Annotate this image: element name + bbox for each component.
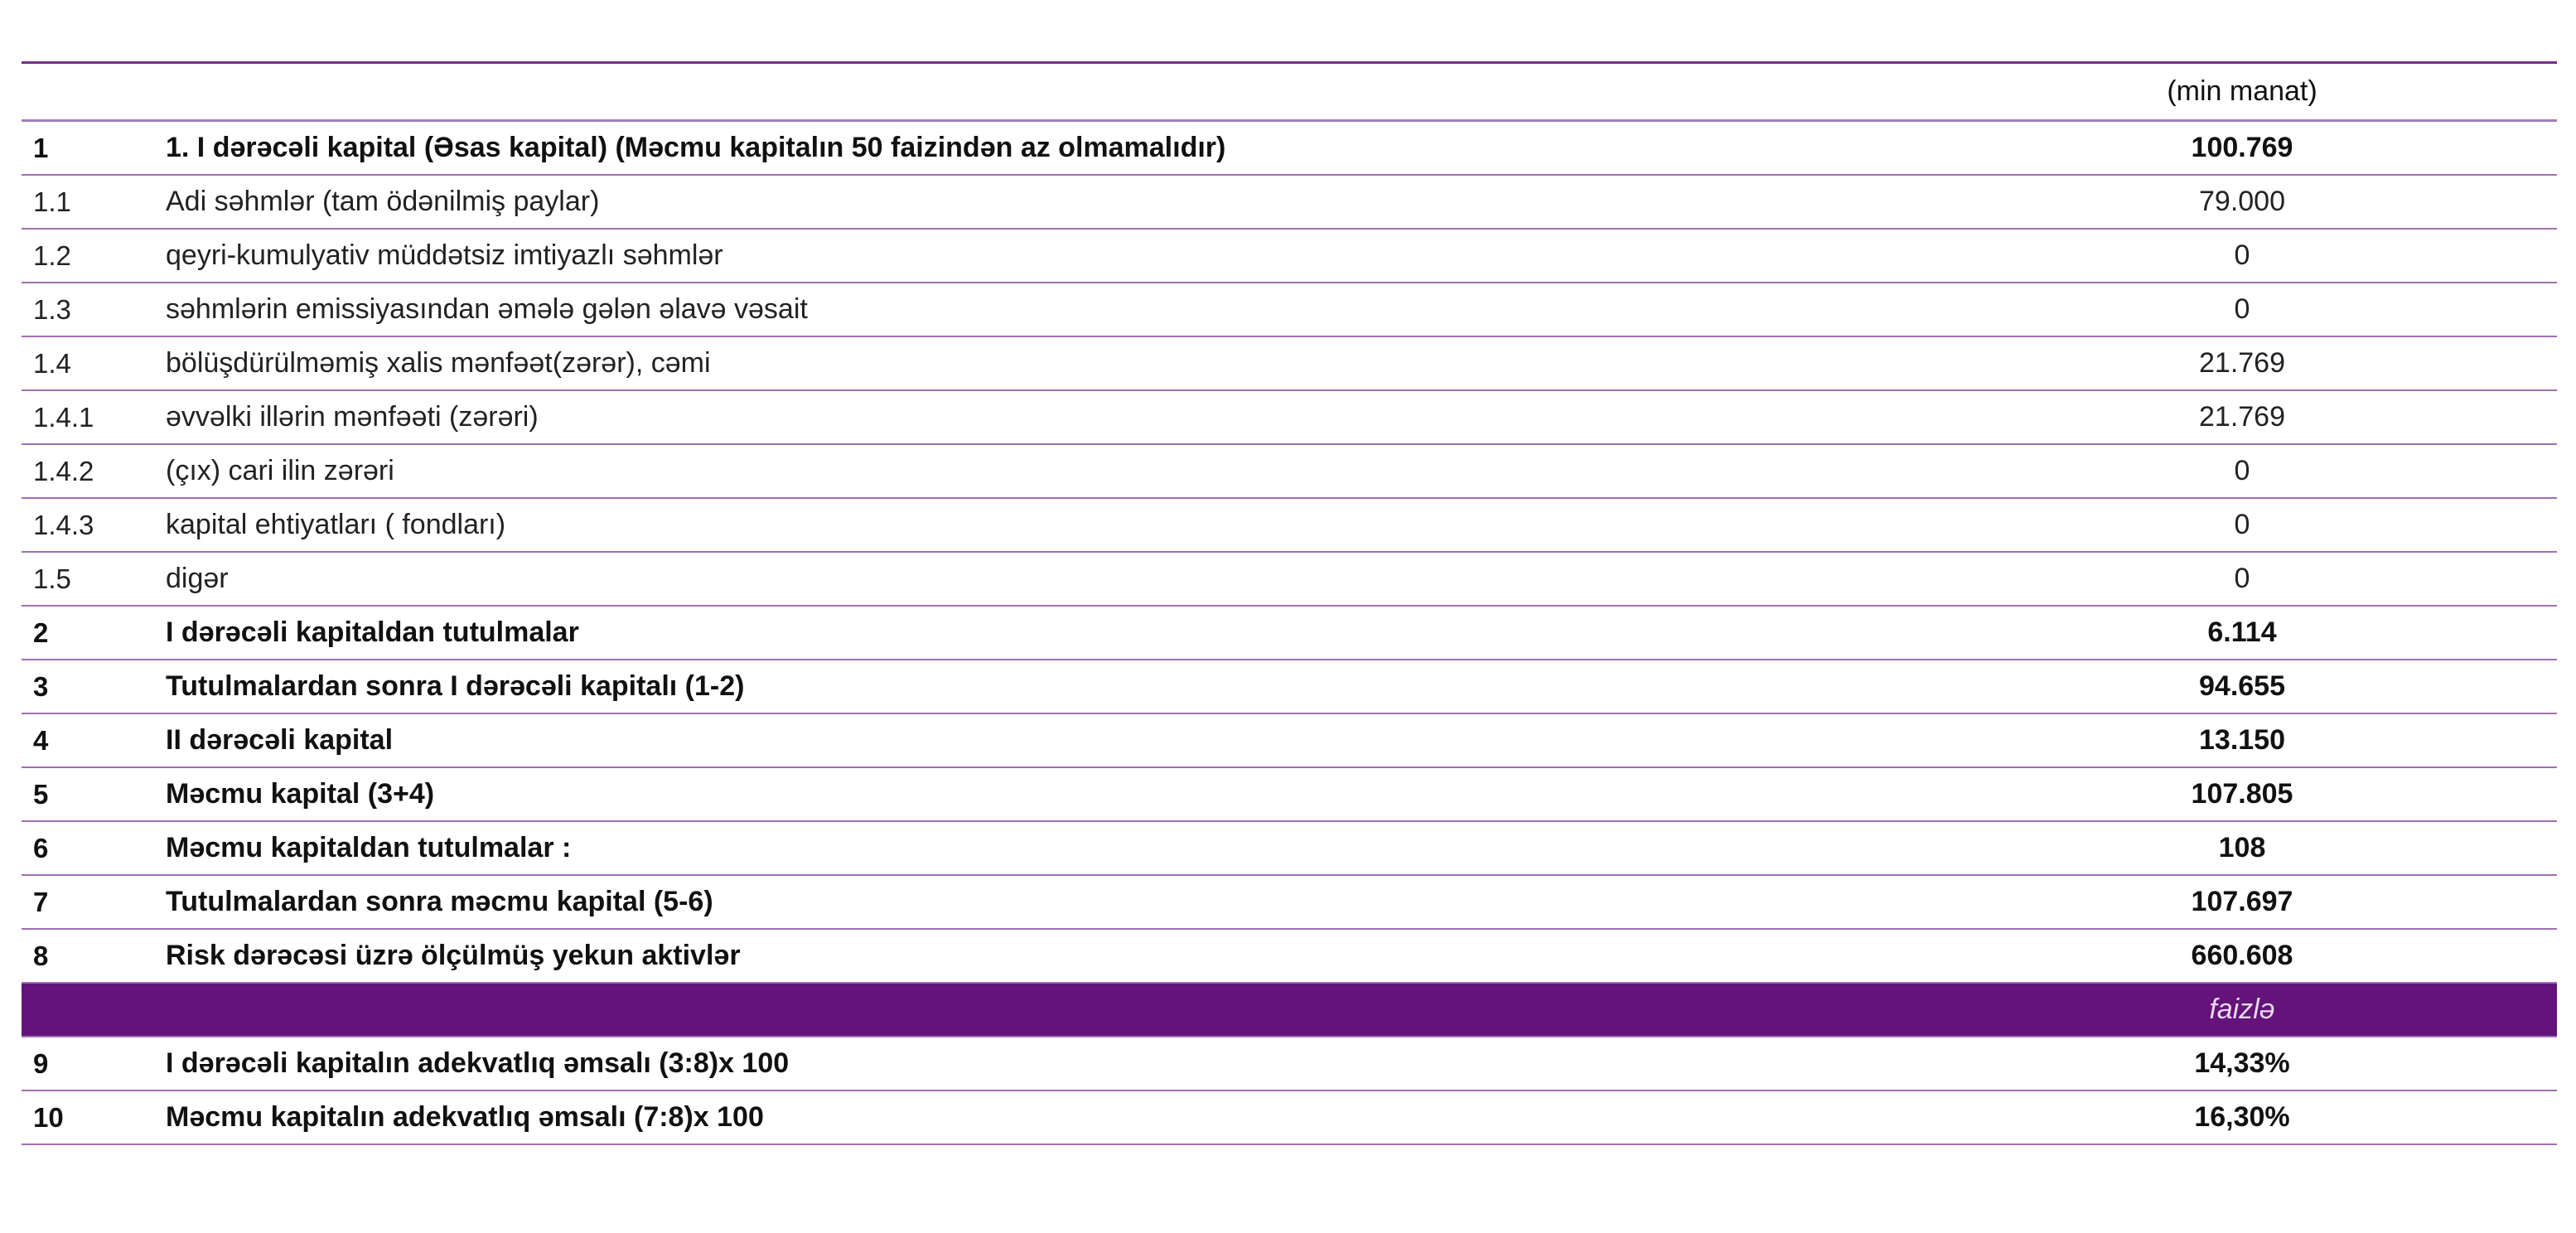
- row-value: 14,33%: [2194, 1047, 2290, 1079]
- row-value: 0: [2234, 239, 2250, 271]
- row-label: Tutulmalardan sonra məcmu kapital (5-6): [166, 886, 713, 917]
- row-number: 1.4.1: [33, 401, 94, 433]
- table-row: 1.3 səhmlərin emissiyasından əmələ gələn …: [22, 283, 2557, 337]
- row-label: qeyri-kumulyativ müddətsiz imtiyazlı səh…: [166, 239, 723, 271]
- table-row: 3 Tutulmalardan sonra I dərəcəli kapitalı…: [22, 660, 2557, 714]
- percent-section-header: faizlə: [22, 984, 2557, 1037]
- table-row: 6 Məcmu kapitaldan tutulmalar : 108: [22, 822, 2557, 876]
- table-row: 8 Risk dərəcəsi üzrə ölçülmüş yekun aktiv…: [22, 930, 2557, 984]
- row-number: 1.4.3: [33, 509, 94, 540]
- row-number: 1.3: [33, 293, 71, 325]
- row-value: 13.150: [2199, 724, 2285, 756]
- row-label: Məcmu kapitalın adekvatlıq əmsalı (7:8)x…: [166, 1101, 764, 1133]
- row-value: 0: [2234, 293, 2250, 325]
- table-row: 1.4.1 əvvəlki illərin mənfəəti (zərəri) 21…: [22, 391, 2557, 445]
- row-number: 8: [33, 940, 49, 971]
- table-row: 7 Tutulmalardan sonra məcmu kapital (5-6)…: [22, 876, 2557, 930]
- row-value: 107.805: [2191, 778, 2293, 810]
- row-value: 16,30%: [2194, 1101, 2290, 1133]
- table-header-row: (min manat): [22, 64, 2557, 122]
- row-value: 21.769: [2199, 347, 2285, 379]
- row-number: 10: [33, 1101, 64, 1133]
- table-row: 9 I dərəcəli kapitalın adekvatlıq əmsalı …: [22, 1037, 2557, 1091]
- row-number: 1.4: [33, 347, 71, 379]
- table-row: 1 1. I dərəcəli kapital (Əsas kapital) (M…: [22, 122, 2557, 176]
- row-value: 660.608: [2191, 940, 2293, 971]
- table-row: 5 Məcmu kapital (3+4) 107.805: [22, 768, 2557, 822]
- row-number: 3: [33, 670, 49, 702]
- row-number: 9: [33, 1047, 49, 1079]
- row-number: 7: [33, 886, 49, 917]
- capital-adequacy-table: (min manat) 1 1. I dərəcəli kapital (Əsas…: [22, 61, 2557, 1145]
- table-row: 1.1 Adi səhmlər (tam ödənilmiş paylar) 79.…: [22, 176, 2557, 230]
- table-row: 1.5 digər 0: [22, 553, 2557, 607]
- row-value: 100.769: [2191, 132, 2293, 163]
- row-label: Adi səhmlər (tam ödənilmiş paylar): [166, 186, 600, 217]
- row-value: 0: [2234, 509, 2250, 540]
- row-value: 21.769: [2199, 401, 2285, 433]
- row-number: 1.4.2: [33, 455, 94, 486]
- row-label: (çıx) cari ilin zərəri: [166, 455, 394, 486]
- row-label: Məcmu kapital (3+4): [166, 778, 435, 810]
- row-number: 1: [33, 132, 49, 163]
- row-number: 5: [33, 778, 49, 810]
- table-row: 1.4 bölüşdürülməmiş xalis mənfəət(zərər),…: [22, 337, 2557, 391]
- percent-label: faizlə: [2209, 994, 2275, 1025]
- row-label: II dərəcəli kapital: [166, 724, 394, 756]
- table-row: 1.2 qeyri-kumulyativ müddətsiz imtiyazlı …: [22, 230, 2557, 283]
- row-label: 1. I dərəcəli kapital (Əsas kapital) (Mə…: [166, 132, 1226, 163]
- row-label: I dərəcəli kapitaldan tutulmalar: [166, 616, 579, 648]
- row-label: Məcmu kapitaldan tutulmalar :: [166, 832, 572, 863]
- row-label: Tutulmalardan sonra I dərəcəli kapitalı …: [166, 670, 745, 702]
- row-number: 1.5: [33, 563, 71, 594]
- row-value: 0: [2234, 455, 2250, 486]
- unit-label: (min manat): [2167, 75, 2317, 107]
- table-row: 1.4.2 (çıx) cari ilin zərəri 0: [22, 445, 2557, 499]
- row-value: 79.000: [2199, 186, 2285, 217]
- table-row: 10 Məcmu kapitalın adekvatlıq əmsalı (7:8…: [22, 1091, 2557, 1145]
- row-number: 1.2: [33, 239, 71, 271]
- row-label: I dərəcəli kapitalın adekvatlıq əmsalı (…: [166, 1047, 790, 1079]
- row-number: 1.1: [33, 186, 71, 217]
- row-label: kapital ehtiyatları ( fondları): [166, 509, 506, 540]
- row-number: 6: [33, 832, 49, 863]
- row-number: 2: [33, 616, 49, 648]
- row-value: 6.114: [2207, 616, 2277, 648]
- row-label: səhmlərin emissiyasından əmələ gələn əla…: [166, 293, 808, 325]
- row-label: Risk dərəcəsi üzrə ölçülmüş yekun aktivl…: [166, 940, 741, 971]
- row-value: 0: [2234, 563, 2250, 594]
- table-row: 1.4.3 kapital ehtiyatları ( fondları) 0: [22, 499, 2557, 553]
- table-row: 4 II dərəcəli kapital 13.150: [22, 714, 2557, 768]
- row-label: əvvəlki illərin mənfəəti (zərəri): [166, 401, 539, 433]
- row-value: 108: [2218, 832, 2266, 863]
- row-value: 107.697: [2191, 886, 2293, 917]
- row-number: 4: [33, 724, 49, 756]
- row-value: 94.655: [2199, 670, 2285, 702]
- table-row: 2 I dərəcəli kapitaldan tutulmalar 6.114: [22, 607, 2557, 660]
- row-label: bölüşdürülməmiş xalis mənfəət(zərər), cə…: [166, 347, 711, 379]
- row-label: digər: [166, 563, 229, 594]
